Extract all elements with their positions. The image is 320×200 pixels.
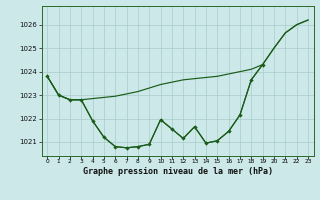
X-axis label: Graphe pression niveau de la mer (hPa): Graphe pression niveau de la mer (hPa)	[83, 167, 273, 176]
